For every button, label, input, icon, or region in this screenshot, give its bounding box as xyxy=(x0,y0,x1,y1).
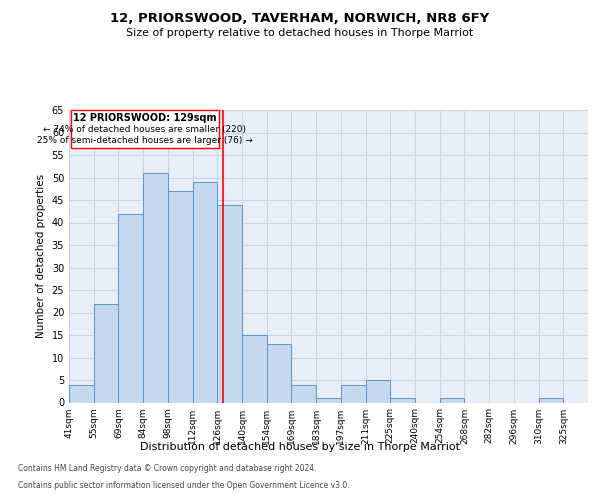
Bar xyxy=(143,173,168,402)
Bar xyxy=(365,380,390,402)
Text: 12, PRIORSWOOD, TAVERHAM, NORWICH, NR8 6FY: 12, PRIORSWOOD, TAVERHAM, NORWICH, NR8 6… xyxy=(110,12,490,26)
Text: ← 74% of detached houses are smaller (220): ← 74% of detached houses are smaller (22… xyxy=(43,126,247,134)
FancyBboxPatch shape xyxy=(71,110,219,148)
Bar xyxy=(118,214,143,402)
Y-axis label: Number of detached properties: Number of detached properties xyxy=(36,174,46,338)
Bar xyxy=(440,398,464,402)
Bar xyxy=(341,384,365,402)
Bar xyxy=(292,384,316,402)
Bar xyxy=(390,398,415,402)
Text: 12 PRIORSWOOD: 129sqm: 12 PRIORSWOOD: 129sqm xyxy=(73,114,217,124)
Bar xyxy=(267,344,292,403)
Text: Contains HM Land Registry data © Crown copyright and database right 2024.: Contains HM Land Registry data © Crown c… xyxy=(18,464,317,473)
Bar xyxy=(193,182,217,402)
Text: Size of property relative to detached houses in Thorpe Marriot: Size of property relative to detached ho… xyxy=(127,28,473,38)
Bar xyxy=(94,304,118,402)
Text: Distribution of detached houses by size in Thorpe Marriot: Distribution of detached houses by size … xyxy=(140,442,460,452)
Bar xyxy=(217,204,242,402)
Bar xyxy=(316,398,341,402)
Bar xyxy=(242,335,267,402)
Text: Contains public sector information licensed under the Open Government Licence v3: Contains public sector information licen… xyxy=(18,481,350,490)
Bar xyxy=(168,191,193,402)
Bar xyxy=(69,384,94,402)
Text: 25% of semi-detached houses are larger (76) →: 25% of semi-detached houses are larger (… xyxy=(37,136,253,145)
Bar xyxy=(539,398,563,402)
